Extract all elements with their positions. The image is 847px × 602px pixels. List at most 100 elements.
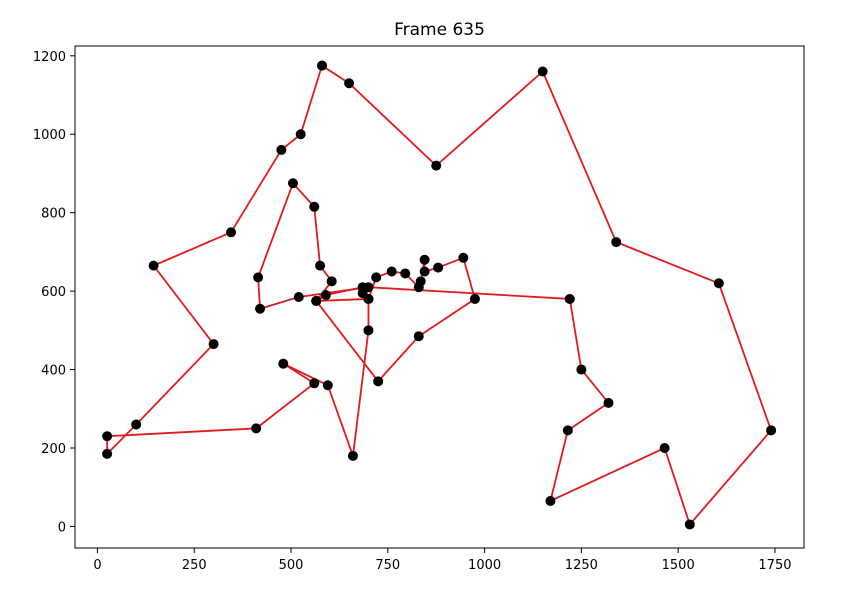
route-segment	[367, 286, 571, 300]
data-point	[322, 380, 333, 391]
x-tick-label: 1750	[758, 558, 791, 573]
route-segment	[230, 149, 283, 234]
data-point	[545, 495, 556, 506]
data-point	[251, 423, 262, 434]
route-segment	[435, 70, 544, 167]
route-segment	[106, 427, 258, 438]
route-segment	[462, 256, 476, 300]
series-line-group	[106, 64, 772, 526]
data-point	[363, 325, 374, 336]
x-tick-label: 1500	[662, 558, 695, 573]
route-segment	[152, 231, 232, 267]
data-point	[347, 450, 358, 461]
x-axis: 0 250 500 750 1000 1250 1500 1750	[93, 548, 792, 573]
data-point	[562, 425, 573, 436]
data-point	[373, 376, 384, 387]
route-segment	[348, 82, 438, 167]
data-point	[766, 425, 777, 436]
x-tick-label: 500	[279, 558, 304, 573]
plot-frame	[74, 45, 805, 549]
data-point	[537, 66, 548, 77]
route-segment	[568, 298, 583, 371]
route-segment	[324, 286, 364, 296]
data-point	[371, 272, 382, 283]
route-segment	[106, 423, 138, 455]
data-point	[363, 293, 374, 304]
data-point	[131, 419, 142, 430]
route-segment	[663, 447, 691, 526]
y-axis: 0 200 400 600 800 1000 1200	[33, 50, 75, 535]
data-point	[611, 237, 622, 248]
y-tick-label: 0	[58, 520, 66, 535]
data-point	[311, 295, 322, 306]
route-segment	[580, 368, 610, 404]
route-segment	[417, 298, 476, 338]
data-point	[433, 262, 444, 273]
data-point	[386, 266, 397, 277]
route-segment	[326, 384, 354, 457]
y-tick-label: 1200	[33, 50, 66, 65]
data-point	[344, 78, 355, 89]
data-point	[659, 442, 670, 453]
route-segment	[292, 182, 316, 208]
route-segment	[282, 362, 316, 385]
data-point	[419, 254, 430, 265]
route-segment	[282, 362, 329, 387]
route-segment	[377, 335, 420, 383]
data-point	[309, 201, 320, 212]
x-tick-label: 1250	[565, 558, 598, 573]
data-point	[226, 227, 237, 238]
route-segment	[152, 264, 215, 345]
route-segment	[259, 296, 300, 310]
series-marker-group	[102, 60, 777, 530]
data-point	[458, 252, 469, 263]
data-point	[315, 260, 326, 271]
route-segment	[688, 429, 772, 526]
data-point	[317, 60, 328, 71]
route-segment	[615, 241, 720, 285]
data-point	[278, 358, 289, 369]
data-point	[208, 339, 219, 350]
data-point	[276, 144, 287, 155]
route-segment	[549, 429, 569, 502]
data-point	[253, 272, 264, 283]
route-segment	[541, 70, 618, 243]
data-point	[255, 303, 266, 314]
route-segment	[255, 382, 316, 430]
y-tick-label: 800	[41, 207, 66, 222]
data-point	[326, 276, 337, 287]
data-point	[469, 293, 480, 304]
y-tick-label: 400	[41, 364, 66, 379]
data-point	[564, 293, 575, 304]
chart-title: Frame 635	[394, 20, 485, 40]
data-point	[148, 260, 159, 271]
route-segment	[717, 282, 772, 432]
data-point	[293, 292, 304, 302]
x-tick-label: 1000	[468, 558, 501, 573]
data-point	[309, 378, 320, 389]
data-point	[684, 519, 695, 530]
data-point	[713, 278, 724, 289]
route-segment	[352, 329, 370, 457]
data-point	[102, 431, 113, 442]
x-tick-label: 750	[375, 558, 400, 573]
route-segment	[315, 298, 370, 302]
route-segment	[135, 343, 215, 426]
route-segment	[257, 182, 294, 279]
data-point	[413, 282, 424, 293]
route-segment	[566, 401, 610, 432]
route-segment	[257, 276, 261, 310]
route-segment	[549, 447, 666, 502]
data-point	[431, 160, 442, 171]
data-point	[102, 448, 113, 459]
route-segment	[315, 300, 380, 383]
x-tick-label: 250	[182, 558, 207, 573]
y-tick-label: 200	[41, 442, 66, 457]
y-tick-label: 600	[41, 285, 66, 300]
data-point	[576, 364, 587, 375]
route-segment	[313, 205, 321, 267]
data-point	[295, 129, 306, 140]
data-point	[603, 397, 614, 408]
x-tick-label: 0	[93, 558, 101, 573]
